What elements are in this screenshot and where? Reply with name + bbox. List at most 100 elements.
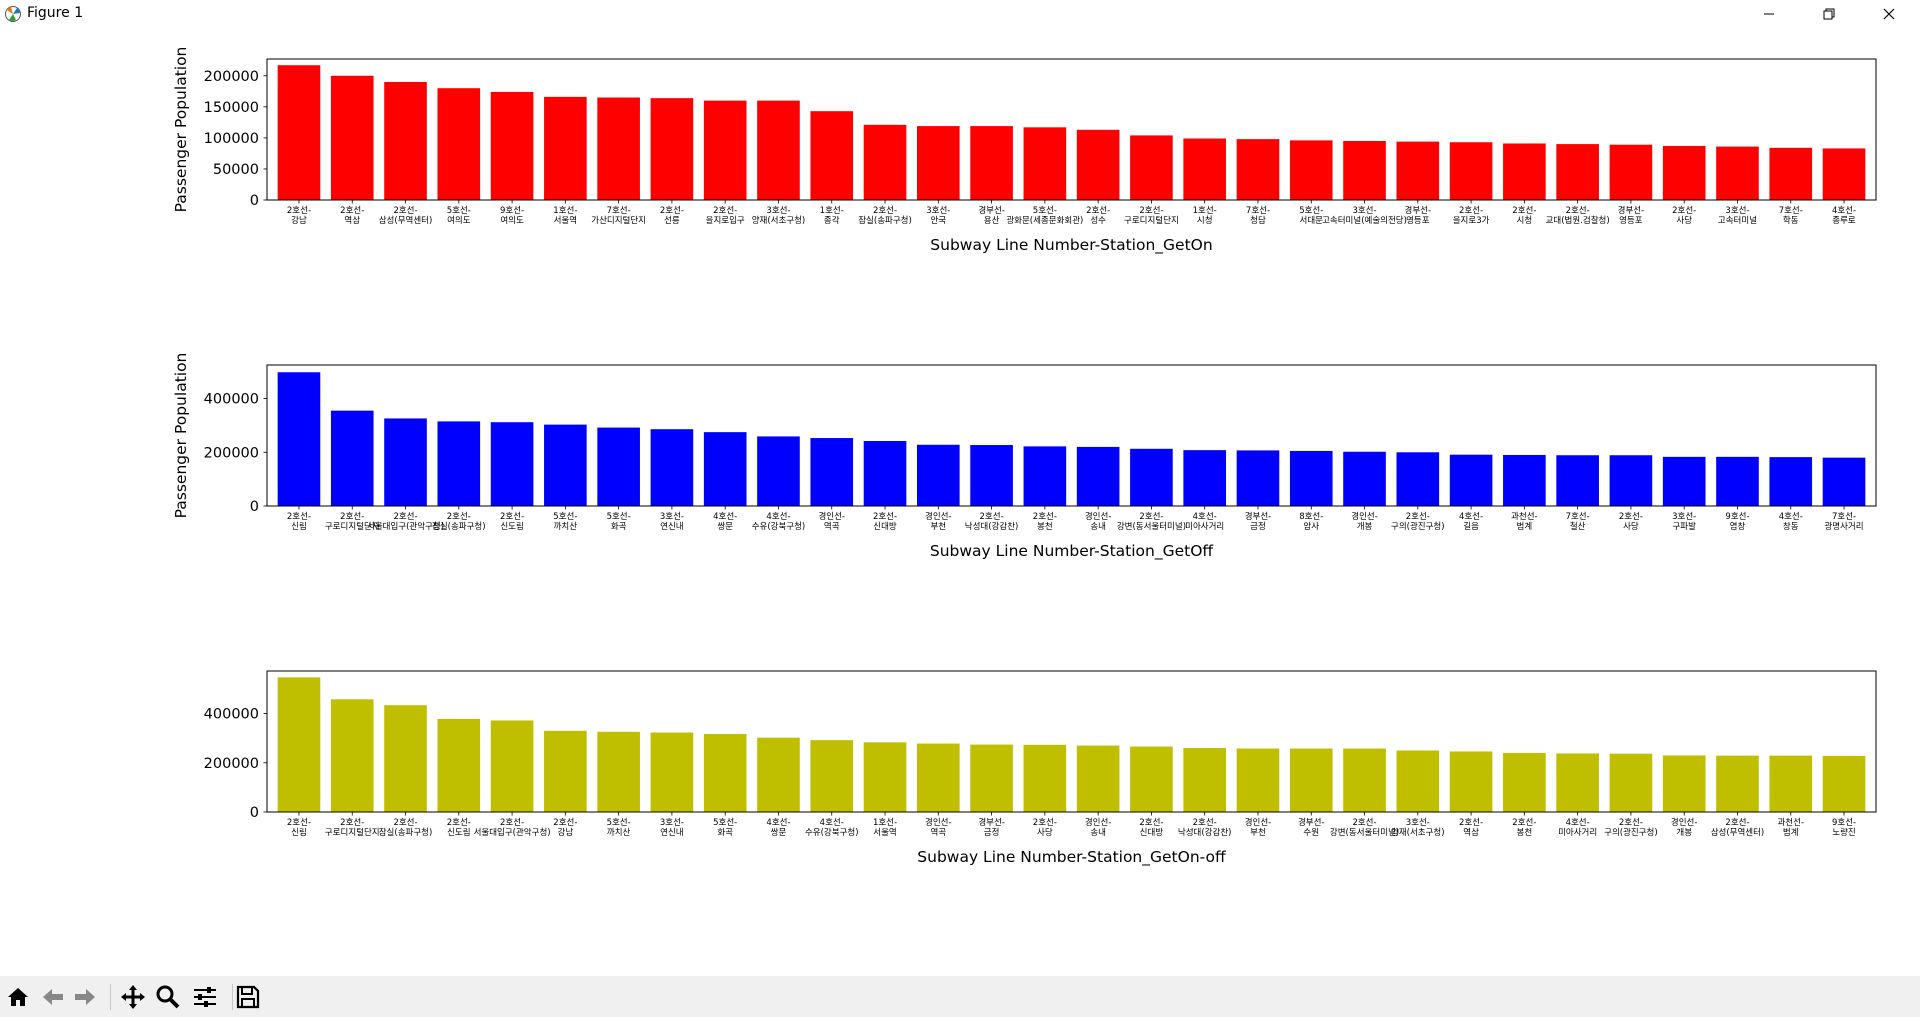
x-tick-label-line: 9호선- — [500, 206, 524, 216]
x-tick-label-line: 경인선- — [925, 511, 952, 522]
x-tick-label-line: 과천선- — [1777, 817, 1804, 828]
restore-button[interactable] — [1806, 0, 1852, 28]
save-button[interactable] — [233, 982, 263, 1012]
bar — [757, 100, 800, 200]
x-tick-label-line: 2호선- — [1033, 512, 1057, 522]
bar — [1609, 753, 1653, 812]
bar — [1396, 750, 1440, 812]
sliders-icon — [194, 987, 216, 1007]
x-tick-label-line: 안국 — [930, 215, 946, 226]
x-tick-label-line: 4호선- — [766, 818, 790, 828]
x-tick-label-line: 3호선- — [766, 206, 790, 216]
back-button[interactable] — [38, 982, 68, 1012]
x-tick-label-line: 철산 — [1570, 521, 1586, 532]
x-tick-label-line: 2호선- — [1619, 512, 1643, 522]
bar — [1822, 457, 1866, 506]
x-tick-label-line: 서울역 — [873, 827, 896, 838]
x-tick-label-line: 암사 — [1303, 521, 1319, 532]
x-tick-label-line: 구파발 — [1672, 521, 1696, 532]
x-tick-label-line: 4호선- — [1566, 818, 1590, 828]
home-icon — [8, 988, 28, 1006]
bar — [1236, 748, 1280, 812]
x-tick-label-line: 2호선- — [1352, 818, 1376, 828]
x-tick-label: 2호선-삼성(무역센터) — [379, 206, 433, 226]
zoom-button[interactable] — [153, 982, 183, 1012]
minimize-button[interactable] — [1746, 0, 1792, 28]
x-tick-label: 2호선-신대방 — [1139, 818, 1163, 838]
bar — [437, 718, 481, 812]
x-tick-label-line: 2호선- — [1725, 818, 1749, 828]
x-tick-label-line: 4호선- — [1193, 512, 1217, 522]
x-tick-label-line: 7호선- — [1832, 512, 1856, 522]
x-tick-label-line: 2호선- — [1566, 206, 1590, 216]
x-tick-label: 경부선-금정 — [1245, 511, 1272, 532]
bar — [1449, 142, 1493, 200]
close-button[interactable] — [1866, 0, 1912, 28]
x-tick-label: 경인선-부천 — [925, 511, 952, 532]
close-icon — [1883, 8, 1895, 20]
x-tick-label-line: 7호선- — [1246, 206, 1270, 216]
y-axis-label: Passenger Population — [172, 47, 190, 213]
bar — [330, 699, 374, 812]
x-axis-label: Subway Line Number-Station_GetOn — [930, 236, 1212, 255]
x-tick-label: 과천선-범계 — [1777, 817, 1804, 838]
x-tick-label-line: 봉천 — [1517, 827, 1533, 838]
bar — [1449, 751, 1493, 812]
x-tick-label-line: 경부선- — [1298, 817, 1325, 828]
x-tick-label: 5호선-까치산 — [607, 818, 631, 838]
x-tick-label-line: 잠실(송파구청) — [432, 521, 486, 532]
x-tick-label: 5호선-화곡 — [607, 512, 631, 532]
x-tick-label: 3호선-양재(서초구청) — [1391, 818, 1445, 838]
x-tick-label: 2호선-을지로입구 — [706, 206, 745, 226]
bar — [1076, 129, 1120, 200]
bar — [490, 422, 534, 506]
x-tick-label-line: 사당 — [1037, 827, 1053, 838]
x-tick-label: 2호선-역삼 — [340, 206, 364, 226]
bar — [1609, 144, 1653, 200]
x-tick-label-line: 화곡 — [611, 522, 627, 532]
x-tick-label-line: 2호선- — [1459, 818, 1483, 828]
bar — [1609, 455, 1653, 506]
x-tick-label-line: 염창 — [1730, 521, 1746, 532]
navigation-toolbar — [0, 976, 1920, 1017]
configure-subplots-button[interactable] — [190, 982, 220, 1012]
x-tick-label-line: 3호선- — [660, 818, 684, 828]
x-tick-label-line: 부천 — [930, 521, 946, 532]
x-tick-label-line: 고속터미널(예술의전당) — [1322, 215, 1407, 226]
forward-button[interactable] — [70, 982, 100, 1012]
bar — [1556, 144, 1599, 200]
x-tick-label-line: 2호선- — [500, 512, 524, 522]
x-tick-label: 과천선-범계 — [1511, 511, 1538, 532]
x-tick-label: 2호선-교대(법원.검찰청) — [1546, 206, 1610, 226]
x-tick-label-line: 4호선- — [1779, 512, 1803, 522]
bar — [490, 91, 534, 200]
x-tick-label-line: 봉천 — [1037, 521, 1053, 532]
x-tick-label: 4호선-미아사거리 — [1558, 818, 1597, 838]
home-button[interactable] — [3, 982, 33, 1012]
x-axis-label: Subway Line Number-Station_GetOn-off — [917, 848, 1226, 867]
bar — [1183, 138, 1227, 200]
x-tick-label: 경인선-개봉 — [1351, 511, 1378, 532]
bar — [650, 429, 694, 506]
x-tick-label-line: 3호선- — [660, 512, 684, 522]
bar — [277, 65, 321, 200]
x-tick-label-line: 화곡 — [717, 828, 733, 838]
pan-button[interactable] — [118, 982, 148, 1012]
x-tick-label: 4호선-쌍문 — [713, 512, 737, 532]
x-tick-label: 1호선-서울역 — [873, 818, 897, 838]
x-tick-label-line: 1호선- — [553, 206, 577, 216]
x-tick-label-line: 경부선- — [1245, 511, 1272, 522]
bar — [1822, 755, 1866, 812]
x-tick-label-line: 5호선- — [447, 206, 471, 216]
x-tick-label-line: 2호선- — [340, 818, 364, 828]
bar — [384, 418, 427, 506]
restore-icon — [1823, 8, 1835, 20]
x-tick-label-line: 강남 — [558, 827, 574, 838]
x-tick-label-line: 영등포 — [1619, 215, 1643, 226]
x-tick-label: 4호선-수유(강북구청) — [805, 818, 859, 838]
bar — [1769, 755, 1813, 812]
x-tick-label-line: 2호선- — [500, 818, 524, 828]
x-tick-label: 2호선-삼성(무역센터) — [1711, 818, 1765, 838]
x-tick-label-line: 2호선- — [340, 206, 364, 216]
x-tick-label-line: 경인선- — [818, 511, 845, 522]
